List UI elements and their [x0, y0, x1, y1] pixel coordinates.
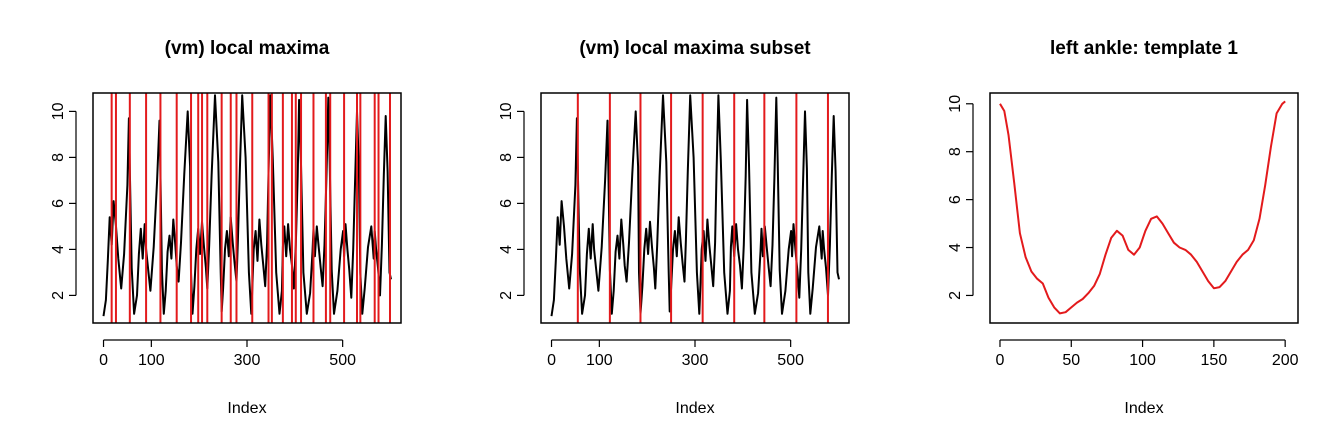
x-tick-label: 100 — [586, 352, 613, 369]
y-tick-label: 2 — [50, 291, 67, 300]
x-axis-label: Index — [1124, 400, 1163, 417]
y-tick-label: 6 — [947, 195, 964, 204]
series-line — [550, 94, 840, 317]
x-tick-label: 300 — [234, 352, 261, 369]
x-tick-label: 100 — [138, 352, 165, 369]
x-tick-label: 100 — [1129, 352, 1156, 369]
y-tick-label: 10 — [498, 102, 515, 120]
chart-title: (vm) local maxima — [165, 38, 330, 59]
y-tick-label: 4 — [50, 245, 67, 254]
x-tick-label: 0 — [996, 352, 1005, 369]
y-tick-label: 2 — [947, 291, 964, 300]
y-tick-label: 8 — [947, 147, 964, 156]
chart-panel-2: (vm) local maxima subset 0 100 300 500 2 4 6 8 10… — [498, 38, 850, 417]
plot-frame — [92, 92, 402, 324]
x-tick-label: 0 — [99, 352, 108, 369]
y-tick-label: 4 — [498, 245, 515, 254]
plot-frame — [540, 92, 850, 324]
x-tick-label: 500 — [329, 352, 356, 369]
x-tick-label: 300 — [682, 352, 709, 369]
y-tick-label: 8 — [50, 153, 67, 162]
chart-panel-3: left ankle: template 1 0 50 100 150 200 2 4 6 8 10… — [947, 38, 1299, 417]
chart-title: (vm) local maxima subset — [579, 38, 811, 59]
y-tick-label: 10 — [50, 102, 67, 120]
y-tick-label: 4 — [947, 243, 964, 252]
chart-title: left ankle: template 1 — [1050, 38, 1238, 59]
y-tick-label: 2 — [498, 291, 515, 300]
y-tick-label: 8 — [498, 153, 515, 162]
y-tick-label: 6 — [498, 199, 515, 208]
x-tick-label: 500 — [777, 352, 804, 369]
x-axis-label: Index — [675, 400, 714, 417]
x-tick-label: 50 — [1062, 352, 1080, 369]
chart-panel-1: (vm) local maxima 0 100 300 500 2 4 6 8 10 Index — [50, 38, 402, 417]
x-tick-label: 0 — [547, 352, 556, 369]
x-tick-label: 200 — [1272, 352, 1299, 369]
x-tick-label: 150 — [1201, 352, 1228, 369]
y-tick-label: 6 — [50, 199, 67, 208]
series-line — [999, 100, 1286, 315]
y-tick-label: 10 — [947, 95, 964, 113]
plot-frame — [989, 92, 1299, 324]
x-axis-label: Index — [227, 400, 266, 417]
